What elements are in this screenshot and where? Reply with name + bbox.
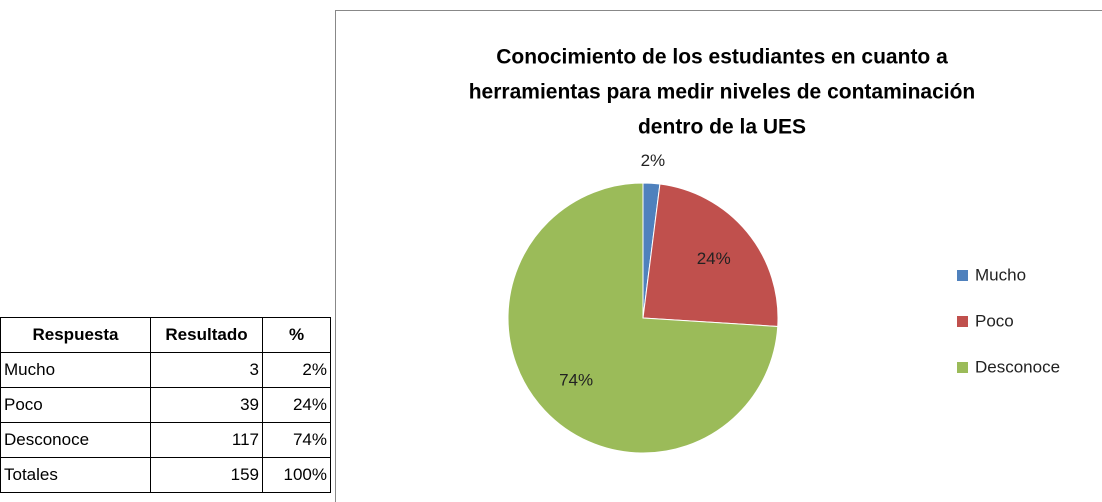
table-body: Mucho 3 2% Poco 39 24% Desconoce 117 74% Totales 1… — [0, 352, 331, 493]
chart-title: herramientas para medir niveles de conta… — [469, 81, 976, 104]
table-cell: 159 — [150, 457, 263, 493]
header-cell: % — [262, 317, 331, 353]
chart-title: Conocimiento de los estudiantes en cuant… — [496, 46, 948, 69]
table-cell: 39 — [150, 387, 263, 423]
legend-swatch — [957, 362, 968, 373]
table-cell: 117 — [150, 422, 263, 458]
table-cell: 100% — [262, 457, 331, 493]
pie-slice — [507, 182, 779, 454]
table-row: Totales 159 100% — [0, 457, 331, 493]
data-table: Respuesta Resultado% Mucho 3 2% Poco 39 24% Des… — [0, 317, 331, 493]
table-cell: 3 — [150, 352, 263, 388]
legend-label: Poco — [975, 311, 1014, 330]
table-cell: Totales — [0, 457, 151, 493]
legend-swatch — [957, 270, 968, 281]
chart: Conocimiento de los estudiantes en cuant… — [335, 10, 1102, 502]
table-row: Poco 39 24% — [0, 387, 331, 423]
table-header: Respuesta Resultado% — [0, 317, 331, 353]
legend-label: Mucho — [975, 265, 1026, 284]
slice-label: 2% — [641, 151, 666, 170]
slice-label: 74% — [559, 370, 593, 389]
table-cell: Mucho — [0, 352, 151, 388]
header-cell: Resultado — [150, 317, 263, 353]
table-cell: Desconoce — [0, 422, 151, 458]
table-cell: 2% — [262, 352, 331, 388]
chart-title: dentro de la UES — [638, 116, 806, 139]
legend-label: Desconoce — [975, 357, 1060, 376]
pie-slice — [642, 183, 779, 328]
legend-swatch — [957, 316, 968, 327]
table-row: Mucho 3 2% — [0, 352, 331, 388]
table-cell: 74% — [262, 422, 331, 458]
table-cell: Poco — [0, 387, 151, 423]
header-cell: Respuesta — [0, 317, 151, 353]
slice-label: 24% — [697, 249, 731, 268]
table-row: Desconoce 117 74% — [0, 422, 331, 458]
table-cell: 24% — [262, 387, 331, 423]
